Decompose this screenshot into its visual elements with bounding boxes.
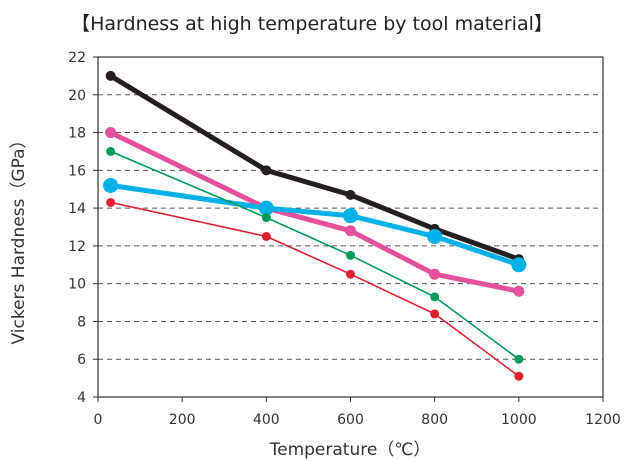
series-4 [106, 146, 524, 364]
data-point [427, 228, 443, 244]
x-tick-label: 600 [337, 412, 364, 428]
data-point [511, 257, 527, 273]
x-tick-label: 1200 [585, 412, 621, 428]
data-point [261, 165, 272, 176]
data-point [513, 285, 525, 297]
y-axis-label: Vickers Hardness（GPa） [9, 132, 29, 345]
data-point [514, 371, 524, 381]
series-line [110, 201, 520, 377]
chart-title: 【Hardness at high temperature by tool ma… [71, 13, 553, 35]
series-3 [103, 177, 527, 273]
data-point [258, 200, 274, 216]
y-tick-label: 22 [68, 50, 86, 66]
data-point [261, 213, 271, 223]
x-tick-label: 200 [169, 412, 196, 428]
series-group [103, 70, 527, 381]
x-tick-label: 0 [94, 412, 103, 428]
y-tick-label: 10 [68, 277, 86, 293]
data-point [105, 70, 116, 81]
series-5 [106, 197, 524, 381]
x-tick-label: 400 [253, 412, 280, 428]
y-tick-label: 14 [68, 201, 86, 217]
y-tick-label: 8 [77, 314, 86, 330]
y-tick-label: 18 [68, 126, 86, 142]
y-tick-label: 20 [68, 88, 86, 104]
ticks: 4 6 8 10 12 14 16 18 20 22 0 200 400 600 800 1000 1200 [68, 50, 621, 428]
data-point [430, 309, 440, 319]
y-tick-label: 12 [68, 239, 86, 255]
data-point [514, 354, 524, 364]
y-tick-label: 6 [77, 352, 86, 368]
data-point [343, 208, 358, 224]
x-tick-label: 1000 [501, 412, 537, 428]
series-1 [105, 70, 524, 265]
data-point [345, 189, 356, 200]
grid [98, 94, 603, 360]
data-point [105, 127, 117, 139]
data-point [429, 268, 441, 280]
series-line [109, 73, 520, 262]
data-point [103, 177, 119, 193]
x-axis-label: Temperature（℃） [269, 440, 431, 460]
data-point [346, 250, 355, 260]
y-tick-label: 16 [68, 163, 86, 179]
y-tick-label: 4 [77, 390, 86, 406]
data-point [430, 292, 440, 302]
data-point [106, 197, 116, 207]
series-line [110, 182, 520, 268]
data-point [261, 231, 271, 241]
x-tick-label: 800 [421, 412, 448, 428]
data-point [345, 225, 356, 237]
data-point [346, 269, 355, 279]
data-point [106, 146, 116, 156]
